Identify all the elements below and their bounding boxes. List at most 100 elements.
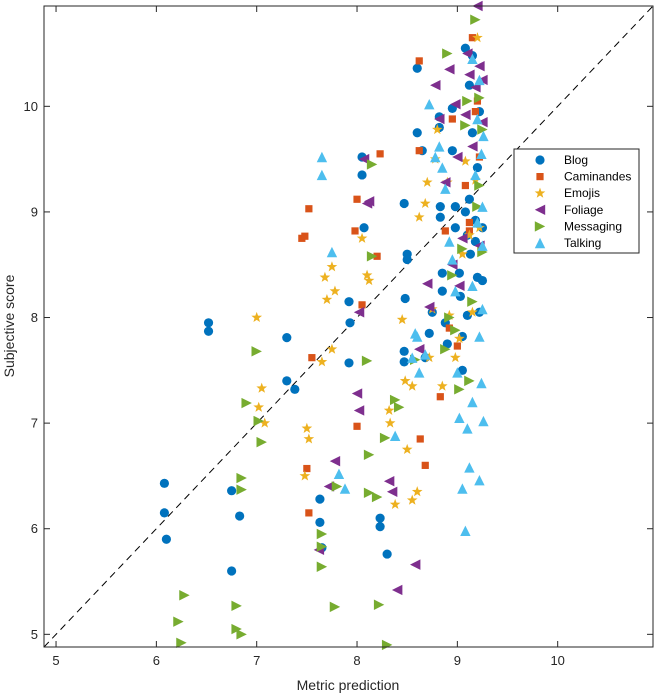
data-point-caminandes: [416, 435, 424, 443]
data-point-emojis: [253, 401, 265, 412]
data-point-blog: [435, 202, 445, 212]
legend-entry-caminandes: Caminandes: [536, 170, 631, 184]
legend-entry-messaging: Messaging: [534, 219, 622, 233]
data-point-emojis: [421, 176, 433, 187]
data-point-emojis: [467, 306, 478, 317]
data-point-messaging: [231, 623, 242, 635]
data-point-messaging: [179, 590, 190, 601]
y-axis-label: Subjective score: [1, 274, 17, 377]
data-point-caminandes: [358, 301, 366, 309]
data-point-talking: [316, 169, 328, 181]
data-point-emojis: [259, 417, 271, 428]
data-point-foliage: [462, 48, 473, 59]
data-point-emojis: [299, 470, 311, 481]
legend-label: Foliage: [564, 203, 604, 217]
data-point-emojis: [303, 433, 315, 444]
data-point-foliage: [477, 116, 488, 128]
data-point-talking: [478, 130, 489, 142]
data-point-emojis: [321, 293, 333, 305]
data-point-blog: [344, 297, 354, 307]
data-point-messaging: [470, 14, 481, 25]
data-point-talking: [437, 162, 448, 173]
data-point-foliage: [430, 80, 441, 91]
data-point-emojis: [329, 285, 341, 296]
data-point-emojis: [301, 422, 313, 433]
data-point-caminandes: [305, 509, 313, 517]
y-tick-label: 7: [31, 416, 38, 431]
data-point-blog: [460, 207, 470, 217]
data-point-talking: [460, 525, 471, 537]
data-point-blog: [450, 223, 460, 233]
data-point-talking: [476, 377, 487, 389]
data-point-emojis: [460, 155, 471, 166]
data-point-talking: [467, 396, 478, 408]
legend-label: Emojis: [564, 186, 600, 200]
data-point-messaging: [393, 402, 405, 413]
data-point-blog: [400, 293, 410, 304]
data-point-blog: [203, 326, 214, 336]
reference-line-layer: [43, 5, 654, 648]
data-point-emojis: [406, 494, 418, 505]
data-point-messaging: [457, 243, 468, 255]
legend-entry-talking: Talking: [534, 236, 601, 250]
data-point-emojis: [406, 380, 418, 391]
legend-label: Blog: [564, 153, 588, 167]
data-point-talking: [472, 113, 483, 125]
data-point-caminandes: [441, 227, 449, 235]
data-point-blog: [399, 346, 409, 356]
data-point-messaging: [467, 296, 478, 307]
data-point-caminandes: [471, 108, 480, 116]
data-point-blog: [235, 511, 245, 521]
data-point-blog: [435, 212, 445, 222]
data-point-messaging: [329, 601, 341, 613]
axes-frame-layer: [43, 5, 654, 648]
data-point-messaging: [361, 355, 373, 367]
data-point-talking: [474, 331, 485, 342]
data-point-emojis: [450, 352, 461, 363]
data-point-foliage: [358, 153, 370, 165]
data-point-blog: [442, 339, 452, 349]
y-tick-label: 5: [31, 627, 38, 642]
data-point-blog: [345, 318, 355, 328]
data-point-blog: [159, 508, 169, 518]
data-point-messaging: [363, 449, 375, 461]
x-tick-label: 6: [153, 653, 160, 668]
data-point-blog: [357, 170, 367, 180]
data-point-messaging: [241, 397, 252, 409]
data-point-messaging: [373, 599, 385, 610]
data-point-talking: [333, 468, 345, 480]
data-point-talking: [476, 148, 487, 160]
data-point-messaging: [379, 432, 391, 444]
data-point-blog: [437, 268, 447, 278]
data-point-emojis: [396, 314, 408, 325]
axes-box: [43, 5, 654, 648]
data-point-messaging: [316, 561, 328, 572]
data-point-foliage: [351, 388, 363, 399]
data-point-foliage: [434, 113, 445, 125]
data-point-emojis: [356, 232, 368, 243]
data-point-messaging: [236, 472, 247, 484]
data-point-messaging: [460, 120, 471, 131]
data-point-emojis: [401, 443, 413, 455]
data-point-talking: [414, 367, 425, 378]
legend-entry-foliage: Foliage: [534, 203, 604, 217]
data-point-emojis: [389, 498, 401, 509]
legend-marker-blog: [535, 155, 545, 165]
data-point-blog: [282, 332, 292, 343]
x-tick-label: 9: [454, 653, 461, 668]
data-point-emojis: [472, 32, 483, 43]
data-point-emojis: [413, 211, 425, 222]
y-tick-label: 6: [31, 521, 38, 536]
data-point-emojis: [464, 229, 475, 240]
data-point-emojis: [326, 343, 338, 354]
data-point-messaging: [366, 251, 378, 262]
data-point-talking: [434, 141, 445, 152]
data-point-caminandes: [353, 422, 361, 430]
data-point-blog: [427, 307, 437, 317]
data-point-talking: [477, 201, 488, 212]
data-point-caminandes: [468, 34, 477, 42]
data-point-caminandes: [453, 342, 461, 350]
data-point-talking: [467, 53, 478, 65]
data-point-emojis: [454, 333, 465, 344]
data-point-talking: [464, 462, 475, 473]
